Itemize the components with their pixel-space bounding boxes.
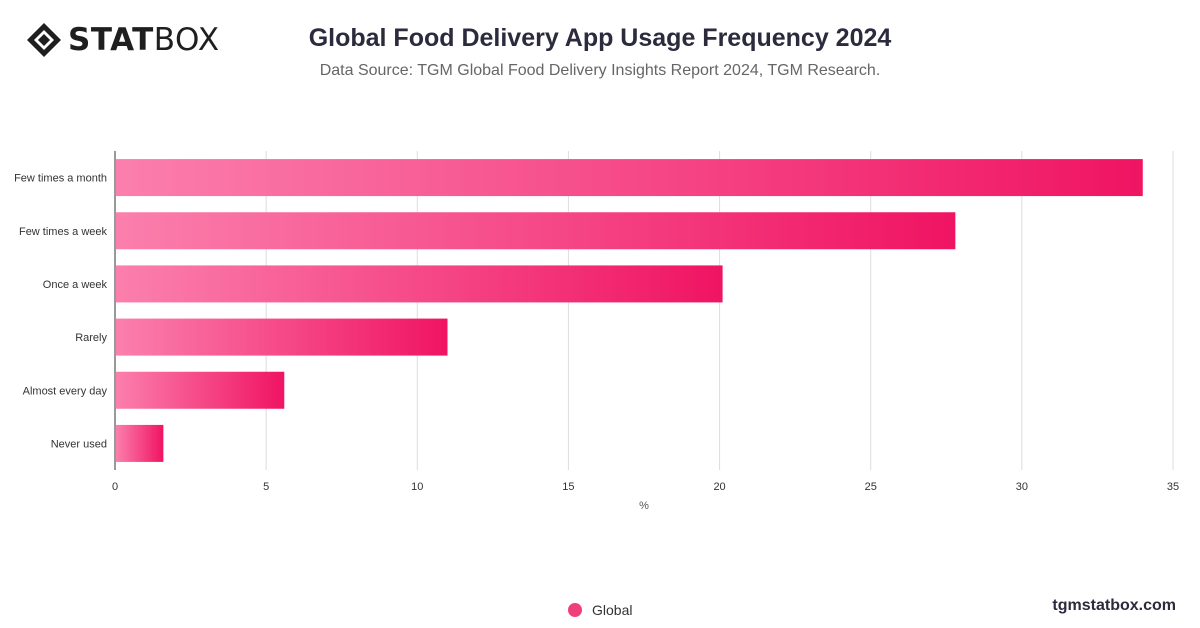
site-url: tgmstatbox.com: [1052, 597, 1176, 614]
x-tick-label: 25: [865, 481, 877, 493]
bar[interactable]: [116, 371, 285, 409]
x-tick-label: 30: [1016, 481, 1028, 493]
x-tick-label: 10: [411, 481, 423, 493]
category-label: Rarely: [75, 332, 107, 344]
gridlines: [265, 151, 1174, 470]
x-tick-label: 0: [112, 481, 118, 493]
bar[interactable]: [116, 265, 723, 303]
legend-swatch: [568, 603, 582, 617]
diamond-logo-icon: [27, 23, 61, 57]
x-axis-title: %: [639, 500, 649, 512]
bar[interactable]: [116, 159, 1143, 197]
chart-subtitle: Data Source: TGM Global Food Delivery In…: [319, 62, 881, 79]
x-tick-label: 5: [263, 481, 269, 493]
category-label: Once a week: [43, 279, 108, 291]
category-label: Never used: [51, 438, 107, 450]
logo-text-bold: STAT: [68, 22, 154, 58]
logo-text-light: BOX: [153, 22, 220, 58]
category-label: Few times a month: [14, 173, 107, 185]
chart-title: Global Food Delivery App Usage Frequency…: [308, 24, 892, 52]
category-label: Few times a week: [19, 226, 108, 238]
legend-label: Global: [592, 602, 633, 618]
category-label: Almost every day: [23, 385, 108, 397]
bars: [116, 159, 1143, 462]
bar-chart: Few times a month Few times a week Once a …: [14, 151, 1179, 512]
logo-wordmark: STATBOX: [68, 22, 220, 58]
legend[interactable]: Global: [568, 602, 632, 618]
bar[interactable]: [116, 424, 164, 462]
category-labels: Few times a month Few times a week Once a …: [14, 173, 107, 451]
x-tick-label: 20: [713, 481, 725, 493]
x-tick-label: 35: [1167, 481, 1179, 493]
x-tick-labels: 0 5 10 15 20 25 30 35: [112, 481, 1179, 493]
x-tick-label: 15: [562, 481, 574, 493]
bar[interactable]: [116, 318, 448, 356]
statbox-logo: STATBOX: [26, 22, 220, 58]
bar[interactable]: [116, 212, 956, 250]
